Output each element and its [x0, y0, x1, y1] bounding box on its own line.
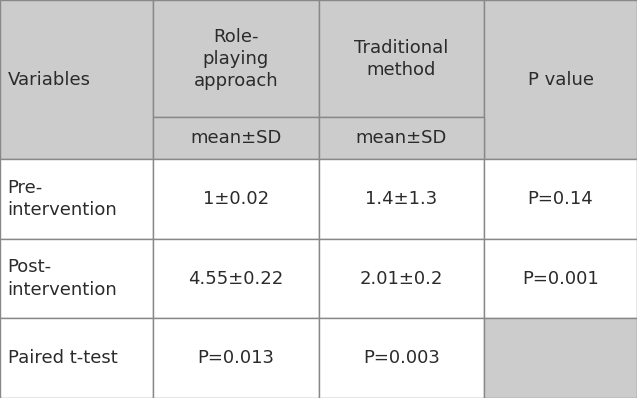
- Bar: [0, 239, 153, 318]
- Bar: [318, 0, 484, 117]
- Bar: [0, 318, 153, 398]
- Bar: [484, 318, 637, 398]
- Bar: [153, 159, 318, 239]
- Text: Pre-
intervention: Pre- intervention: [8, 179, 117, 219]
- Text: P value: P value: [527, 70, 594, 89]
- Bar: [318, 159, 484, 239]
- Bar: [0, 159, 153, 239]
- Text: mean±SD: mean±SD: [355, 129, 447, 147]
- Bar: [153, 318, 318, 398]
- Text: Variables: Variables: [8, 70, 90, 89]
- Text: Traditional
method: Traditional method: [354, 39, 448, 79]
- Text: Post-
intervention: Post- intervention: [8, 258, 117, 299]
- Bar: [318, 117, 484, 159]
- Text: P=0.013: P=0.013: [197, 349, 274, 367]
- Text: P=0.003: P=0.003: [363, 349, 440, 367]
- Text: Paired t-test: Paired t-test: [8, 349, 117, 367]
- Text: P=0.14: P=0.14: [527, 190, 594, 208]
- Bar: [484, 0, 637, 159]
- Bar: [153, 0, 318, 117]
- Text: P=0.001: P=0.001: [522, 269, 599, 288]
- Text: 1±0.02: 1±0.02: [203, 190, 269, 208]
- Text: Role-
playing
approach: Role- playing approach: [194, 27, 278, 90]
- Bar: [484, 159, 637, 239]
- Bar: [153, 239, 318, 318]
- Bar: [318, 239, 484, 318]
- Bar: [153, 117, 318, 159]
- Bar: [318, 318, 484, 398]
- Text: 1.4±1.3: 1.4±1.3: [365, 190, 438, 208]
- Text: 4.55±0.22: 4.55±0.22: [188, 269, 283, 288]
- Bar: [484, 239, 637, 318]
- Text: mean±SD: mean±SD: [190, 129, 282, 147]
- Text: 2.01±0.2: 2.01±0.2: [360, 269, 443, 288]
- Bar: [0, 0, 153, 159]
